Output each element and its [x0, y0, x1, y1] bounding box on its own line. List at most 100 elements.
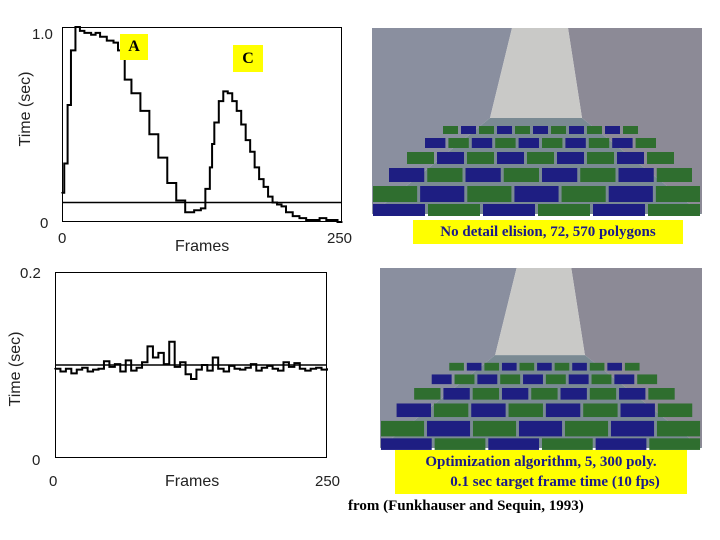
scene1-chair: [580, 168, 616, 182]
top-data-point: [341, 221, 343, 223]
scene1-chair: [503, 168, 539, 182]
top-data-point: [90, 34, 92, 36]
top-data-point: [285, 211, 287, 214]
bottom-data-point: [190, 378, 192, 380]
scene2-chair: [488, 438, 540, 450]
top-data-point: [63, 162, 66, 165]
bottom-data-point: [103, 360, 105, 363]
top-plot-svg: [61, 26, 343, 223]
scene1-chair: [389, 168, 425, 182]
scene2-chair: [484, 362, 500, 371]
scene1-chair: [565, 138, 586, 148]
scene2-chair: [518, 420, 563, 437]
scene2-chair: [396, 403, 431, 418]
scene1-chair: [612, 138, 633, 148]
scene2-chair: [472, 420, 517, 437]
scene1-chair: [373, 204, 425, 216]
top-data-point: [249, 151, 251, 153]
top-y-tick-min: 0: [40, 215, 49, 232]
bottom-data-point: [222, 370, 225, 373]
scene1-chair: [647, 152, 674, 164]
scene2-chair: [572, 362, 587, 371]
scene2-chair: [508, 403, 543, 418]
top-data-point: [209, 166, 211, 169]
scene2-chair: [620, 403, 655, 418]
top-data-point: [336, 221, 339, 223]
top-data-point: [130, 92, 133, 95]
bottom-x-tick-max: 250: [315, 473, 341, 490]
scene1-chair: [420, 186, 465, 202]
scene1-chair: [448, 138, 469, 148]
scene1-chair: [542, 168, 578, 182]
scene1-chair: [407, 152, 434, 164]
scene2-chair: [523, 374, 543, 385]
bottom-data-point: [195, 368, 198, 371]
scene2-chair: [433, 403, 469, 418]
bottom-data-point: [124, 359, 127, 362]
bottom-data-point: [97, 367, 100, 370]
bottom-data-point: [130, 369, 132, 372]
scene1-chair: [427, 168, 463, 182]
bottom-data-point: [81, 366, 83, 369]
scene2-chair: [501, 362, 517, 371]
scene2-chair: [649, 438, 701, 450]
scene2-chair: [477, 374, 498, 385]
scene2-chair: [614, 374, 635, 385]
classroom-scene-full-detail: [372, 28, 702, 216]
bottom-data-point: [70, 372, 73, 375]
scene1-chair: [561, 186, 606, 202]
scene1-chair: [527, 152, 554, 164]
classroom-scene-optimized: [380, 268, 702, 450]
scene1-chair: [648, 204, 700, 216]
scene1-chair: [483, 204, 535, 216]
scene2-chair: [624, 362, 640, 371]
caption-optimized-line2: 0.1 sec target frame time (10 fps): [450, 474, 660, 490]
top-x-tick-min: 0: [58, 230, 67, 247]
top-chart: 1.0 0 Time (sec) 0 250 Frames A C: [0, 0, 360, 260]
scene2-chair: [656, 420, 701, 437]
scene2-chair: [545, 403, 581, 418]
top-data-point: [193, 209, 195, 212]
top-data-point: [305, 219, 307, 221]
bottom-data-point: [75, 368, 78, 371]
bottom-data-point: [288, 366, 290, 368]
top-data-point: [258, 178, 260, 180]
top-data-point: [240, 123, 242, 126]
top-data-point: [280, 205, 283, 208]
top-series-line: [62, 26, 342, 223]
scene2-chair: [595, 438, 647, 450]
scene2-chair: [619, 388, 646, 400]
scene2-chair: [472, 388, 500, 400]
scene1-chair: [623, 126, 638, 134]
top-y-axis-label: Time (sec): [17, 71, 34, 147]
top-data-point: [267, 195, 269, 198]
caption-optimized-line1: Optimization algorithm, 5, 300 poly.: [425, 454, 657, 470]
scene2-chair: [434, 438, 486, 450]
scene1-chair: [618, 168, 654, 182]
bottom-data-point: [135, 366, 138, 369]
annotation-a: A: [120, 34, 148, 60]
top-data-point: [157, 156, 160, 159]
bottom-data-point: [119, 370, 122, 373]
bottom-data-point: [320, 368, 323, 371]
top-data-point: [226, 92, 229, 95]
scene1-chair: [497, 152, 524, 164]
bottom-data-point: [255, 369, 258, 372]
top-data-point: [94, 32, 97, 34]
bottom-data-point: [260, 366, 263, 369]
bottom-data-point: [163, 363, 165, 365]
caption-full-detail: No detail elision, 72, 570 polygons: [413, 220, 683, 244]
scene2-chair: [564, 420, 609, 437]
scene2-chair: [537, 362, 552, 371]
scene1-chair: [655, 186, 700, 202]
scene1-chair: [465, 168, 501, 182]
bottom-chart: 0.2 0 Time (sec) 0 250 Frames: [0, 260, 360, 500]
bottom-data-point: [173, 366, 176, 368]
scene-image-optimized: [380, 268, 702, 450]
scene1-chair: [479, 126, 494, 134]
scene2-chair: [589, 362, 605, 371]
top-data-point: [112, 41, 115, 44]
annotation-c: C: [233, 45, 263, 72]
scene1-chair: [428, 204, 480, 216]
scene1-chair: [467, 186, 512, 202]
